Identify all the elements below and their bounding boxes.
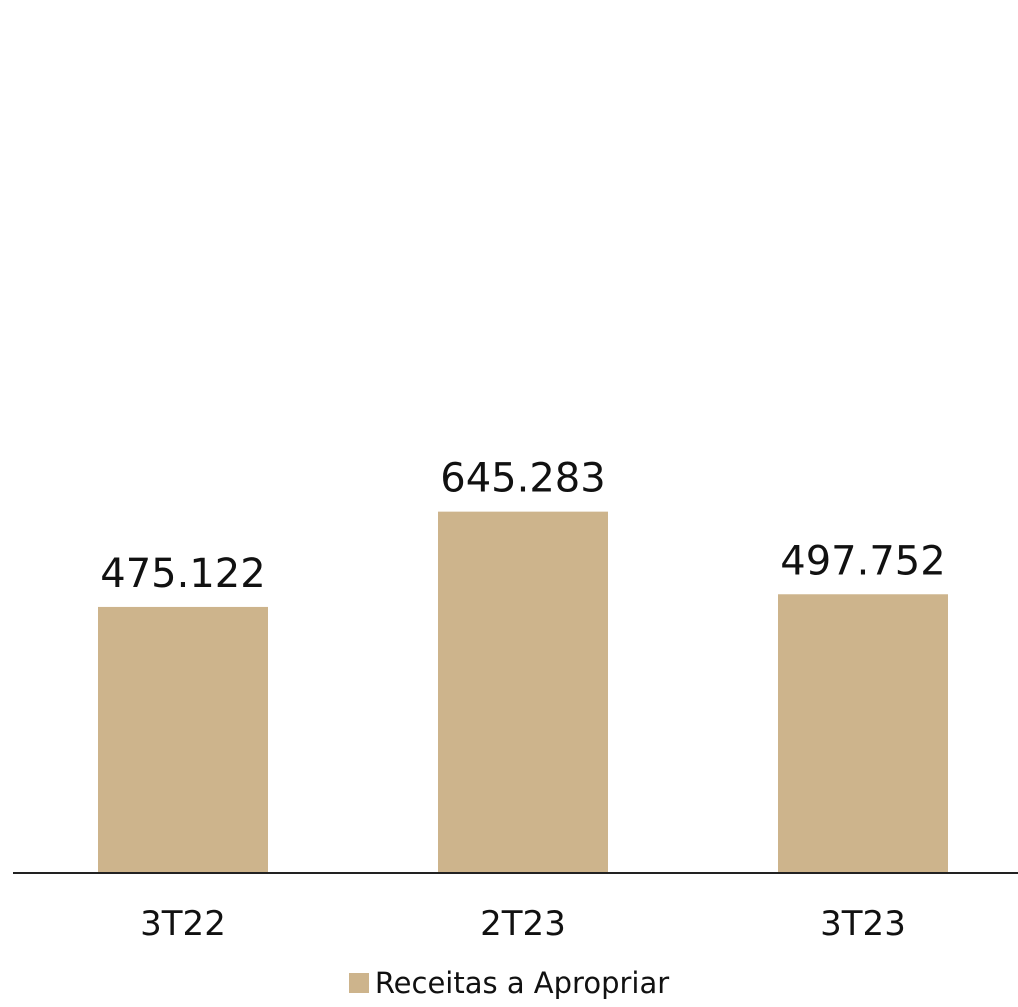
bar-2t23 <box>438 511 608 873</box>
bars-group <box>98 511 948 873</box>
x-tick-label-3t23: 3T23 <box>820 904 906 944</box>
data-label-2t23: 645.283 <box>440 456 605 502</box>
data-label-3t22: 475.122 <box>100 551 265 597</box>
legend-swatch <box>348 973 369 993</box>
x-tick-labels-group: 3T22 2T23 3T23 <box>140 904 906 944</box>
data-labels-group: 475.122 645.283 497.752 <box>100 456 945 597</box>
x-tick-label-3t22: 3T22 <box>140 904 226 944</box>
x-tick-label-2t23: 2T23 <box>480 904 566 944</box>
bar-3t23 <box>778 594 948 873</box>
legend: Receitas a Apropriar <box>0 966 1018 1000</box>
legend-label: Receitas a Apropriar <box>374 966 670 1000</box>
data-label-3t23: 497.752 <box>780 538 945 584</box>
bar-chart: 475.122 645.283 497.752 3T22 2T23 3T23 <box>13 456 1018 944</box>
bar-3t22 <box>98 606 268 873</box>
